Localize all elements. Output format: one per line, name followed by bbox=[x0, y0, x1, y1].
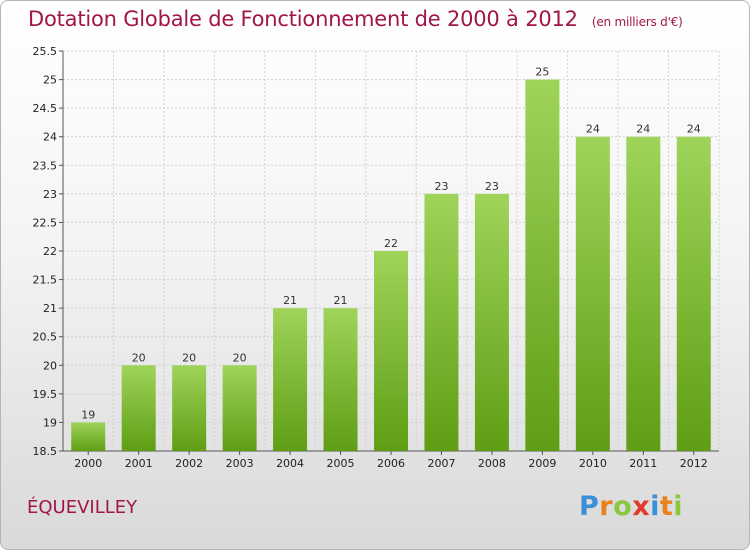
y-tick-label: 23.5 bbox=[33, 159, 58, 172]
bar-2001 bbox=[121, 365, 156, 451]
value-label-2008: 23 bbox=[485, 180, 499, 193]
x-tick-label-2005: 2005 bbox=[327, 457, 355, 470]
logo-letter: t bbox=[659, 491, 674, 522]
x-tick-label-2000: 2000 bbox=[74, 457, 102, 470]
value-label-2004: 21 bbox=[283, 294, 297, 307]
title-text: Dotation Globale de Fonctionnement de 20… bbox=[28, 7, 578, 31]
x-tick-label-2009: 2009 bbox=[528, 457, 556, 470]
y-tick-label: 19 bbox=[43, 416, 57, 429]
value-label-2000: 19 bbox=[81, 408, 95, 421]
value-label-2005: 21 bbox=[334, 294, 348, 307]
bar-2008 bbox=[474, 193, 509, 451]
chart-subtitle: (en milliers d'€) bbox=[591, 15, 683, 29]
bar-2004 bbox=[273, 308, 308, 451]
bar-2011 bbox=[626, 136, 661, 451]
y-tick-label: 18.5 bbox=[33, 445, 58, 458]
value-label-2007: 23 bbox=[434, 180, 448, 193]
bar-2003 bbox=[222, 365, 257, 451]
y-tick-label: 23 bbox=[43, 188, 57, 201]
logo-letter: o bbox=[613, 491, 633, 522]
value-label-2009: 25 bbox=[535, 66, 549, 79]
logo-letter: i bbox=[673, 491, 684, 522]
labels: 18.5 19 19.5 20 20.5 21 21.5 22 22.5 23 23.5 24 24.5… bbox=[33, 45, 708, 470]
x-tick-label-2008: 2008 bbox=[478, 457, 506, 470]
bars bbox=[71, 79, 711, 452]
logo-letter: i bbox=[650, 491, 660, 522]
x-tick-label-2010: 2010 bbox=[579, 457, 607, 470]
y-tick-label: 22.5 bbox=[33, 216, 58, 229]
y-tick-label: 21 bbox=[43, 302, 57, 315]
value-label-2003: 20 bbox=[233, 351, 247, 364]
bar-2005 bbox=[323, 308, 358, 451]
y-tick-label: 25 bbox=[43, 74, 57, 87]
value-label-2012: 24 bbox=[687, 123, 701, 136]
y-tick-label: 24.5 bbox=[33, 102, 58, 115]
bar-2007 bbox=[424, 193, 459, 451]
value-label-2006: 22 bbox=[384, 237, 398, 250]
bar-2002 bbox=[172, 365, 207, 451]
value-label-2010: 24 bbox=[586, 123, 600, 136]
y-tick-label: 24 bbox=[43, 131, 57, 144]
bar-2010 bbox=[575, 136, 610, 451]
x-tick-label-2003: 2003 bbox=[226, 457, 254, 470]
y-tick-label: 21.5 bbox=[33, 274, 58, 287]
y-tick-label: 22 bbox=[43, 245, 57, 258]
x-tick-label-2006: 2006 bbox=[377, 457, 405, 470]
value-label-2001: 20 bbox=[132, 351, 146, 364]
logo-letter: x bbox=[632, 491, 651, 522]
logo-letter: r bbox=[599, 491, 614, 522]
bar-2012 bbox=[676, 136, 711, 451]
bar-2006 bbox=[374, 251, 408, 451]
y-tick-label: 19.5 bbox=[33, 388, 58, 401]
y-tick-label: 25.5 bbox=[33, 45, 58, 58]
bar-2009 bbox=[525, 79, 560, 452]
x-tick-label-2004: 2004 bbox=[276, 457, 304, 470]
chart-title: Dotation Globale de Fonctionnement de 20… bbox=[28, 7, 683, 31]
value-label-2011: 24 bbox=[636, 123, 650, 136]
value-label-2002: 20 bbox=[182, 351, 196, 364]
x-tick-label-2012: 2012 bbox=[680, 457, 708, 470]
proxiti-logo: Proxiti bbox=[579, 491, 683, 522]
y-tick-label: 20 bbox=[43, 359, 57, 372]
x-tick-label-2011: 2011 bbox=[629, 457, 657, 470]
logo-letter: P bbox=[579, 491, 600, 522]
town-name: ÉQUEVILLEY bbox=[27, 497, 138, 518]
x-tick-label-2007: 2007 bbox=[427, 457, 455, 470]
x-tick-label-2001: 2001 bbox=[125, 457, 153, 470]
y-tick-label: 20.5 bbox=[33, 331, 58, 344]
x-tick-label-2002: 2002 bbox=[175, 457, 203, 470]
bar-2000 bbox=[71, 422, 106, 451]
